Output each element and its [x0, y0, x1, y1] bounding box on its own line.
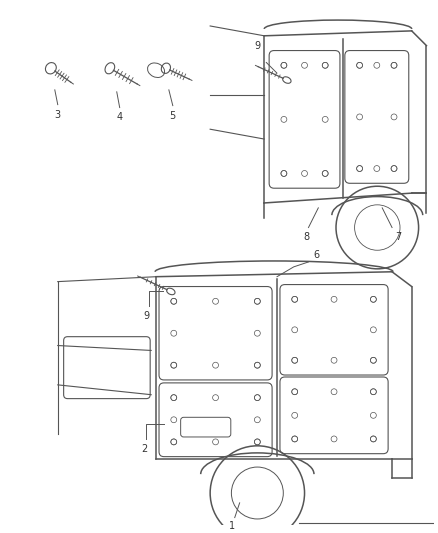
- Text: 3: 3: [55, 110, 61, 119]
- Text: 7: 7: [395, 232, 401, 243]
- Text: 5: 5: [170, 110, 176, 120]
- Text: 4: 4: [117, 112, 123, 123]
- Text: 8: 8: [304, 232, 310, 243]
- Text: 6: 6: [314, 250, 319, 260]
- Text: 1: 1: [229, 521, 235, 530]
- Text: 9: 9: [143, 311, 149, 321]
- Text: 9: 9: [254, 41, 261, 51]
- Text: 2: 2: [141, 444, 148, 454]
